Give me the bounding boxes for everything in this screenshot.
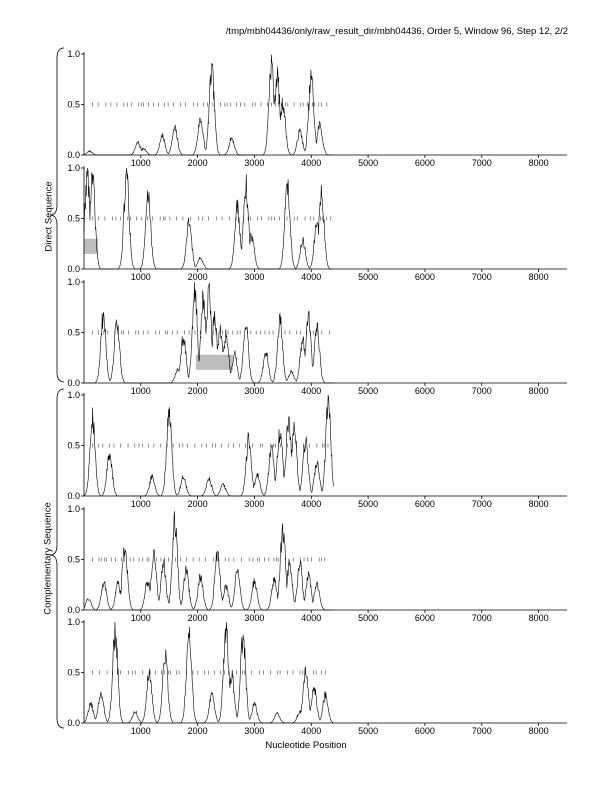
x-tick-label: 7000 (472, 726, 492, 736)
x-tick-label: 3000 (244, 613, 264, 623)
y-tick-label: 0.5 (67, 214, 80, 224)
x-axis-label: Nucleotide Position (265, 740, 347, 751)
x-tick-label: 3000 (244, 272, 264, 282)
y-tick-label: 0.0 (67, 718, 80, 728)
series-line (83, 54, 334, 156)
y-tick-label: 0.0 (67, 491, 80, 501)
x-tick-label: 2000 (188, 272, 208, 282)
x-tick-label: 1000 (131, 726, 151, 736)
complementary-group-brace (49, 388, 65, 729)
y-tick-label: 0.5 (67, 441, 80, 451)
x-tick-label: 4000 (301, 272, 321, 282)
x-tick-label: 3000 (244, 386, 264, 396)
x-tick-label: 5000 (358, 613, 378, 623)
x-tick-label: 3000 (244, 158, 264, 168)
x-tick-label: 4000 (301, 158, 321, 168)
y-tick-label: 1.0 (67, 390, 80, 400)
y-tick-label: 0.5 (67, 555, 80, 565)
x-tick-label: 1000 (131, 386, 151, 396)
x-tick-label: 2000 (188, 499, 208, 509)
chart-panel-6: 0.0 0.5 1.0 1000 2000 3000 4000 5000 6000 7000 800… (67, 617, 567, 736)
x-tick-label: 8000 (529, 386, 549, 396)
chart-panel-3: 0.0 0.5 1.0 1000 2000 3000 4000 5000 6000 7000 800… (67, 277, 567, 396)
x-tick-label: 5000 (358, 272, 378, 282)
y-tick-label: 1.0 (67, 504, 80, 514)
x-tick-label: 1000 (131, 158, 151, 168)
x-tick-label: 8000 (529, 499, 549, 509)
x-tick-label: 5000 (358, 386, 378, 396)
y-tick-label: 1.0 (67, 277, 80, 287)
x-tick-label: 2000 (188, 386, 208, 396)
y-tick-label: 1.0 (67, 163, 80, 173)
x-tick-label: 4000 (301, 499, 321, 509)
y-tick-label: 0.0 (67, 150, 80, 160)
y-tick-label: 0.5 (67, 328, 80, 338)
chart-panel-2: 0.0 0.5 1.0 1000 2000 3000 4000 5000 6000 7000 800… (67, 163, 567, 282)
x-tick-label: 7000 (472, 613, 492, 623)
y-tick-label: 0.5 (67, 100, 80, 110)
x-tick-label: 1000 (131, 272, 151, 282)
x-tick-label: 7000 (472, 499, 492, 509)
x-tick-label: 6000 (415, 499, 435, 509)
x-tick-label: 1000 (131, 613, 151, 623)
x-tick-label: 3000 (244, 499, 264, 509)
highlight-region (84, 238, 99, 254)
y-tick-label: 0.0 (67, 605, 80, 615)
x-tick-label: 2000 (188, 158, 208, 168)
direct-group-brace (49, 47, 65, 383)
x-tick-label: 4000 (301, 726, 321, 736)
chart-panel-1: 0.0 0.5 1.0 1000 2000 3000 4000 5000 6000 7000 800… (67, 49, 567, 168)
x-tick-label: 3000 (244, 726, 264, 736)
x-tick-label: 2000 (188, 613, 208, 623)
x-tick-label: 6000 (415, 158, 435, 168)
x-tick-label: 5000 (358, 158, 378, 168)
x-tick-label: 4000 (301, 613, 321, 623)
x-tick-label: 7000 (472, 386, 492, 396)
x-tick-label: 8000 (529, 726, 549, 736)
x-tick-label: 7000 (472, 272, 492, 282)
x-tick-label: 6000 (415, 386, 435, 396)
x-tick-label: 6000 (415, 613, 435, 623)
y-tick-label: 0.0 (67, 378, 80, 388)
y-tick-label: 0.5 (67, 668, 80, 678)
x-tick-label: 8000 (529, 158, 549, 168)
x-tick-label: 7000 (472, 158, 492, 168)
chart-title: /tmp/mbh04436/only/raw_result_dir/mbh044… (225, 26, 568, 37)
x-tick-label: 5000 (358, 726, 378, 736)
x-tick-label: 8000 (529, 613, 549, 623)
series-line (83, 621, 334, 724)
chart-panel-5: 0.0 0.5 1.0 1000 2000 3000 4000 5000 6000 7000 800… (67, 504, 567, 623)
x-tick-label: 6000 (415, 272, 435, 282)
x-tick-label: 2000 (188, 726, 208, 736)
x-tick-label: 6000 (415, 726, 435, 736)
x-tick-label: 5000 (358, 499, 378, 509)
chart-panel-4: 0.0 0.5 1.0 1000 2000 3000 4000 5000 6000 7000 800… (67, 390, 567, 509)
y-tick-label: 1.0 (67, 617, 80, 627)
y-tick-label: 0.0 (67, 264, 80, 274)
highlight-region (195, 354, 233, 370)
x-tick-label: 8000 (529, 272, 549, 282)
x-tick-label: 1000 (131, 499, 151, 509)
y-tick-label: 1.0 (67, 49, 80, 59)
x-tick-label: 4000 (301, 386, 321, 396)
